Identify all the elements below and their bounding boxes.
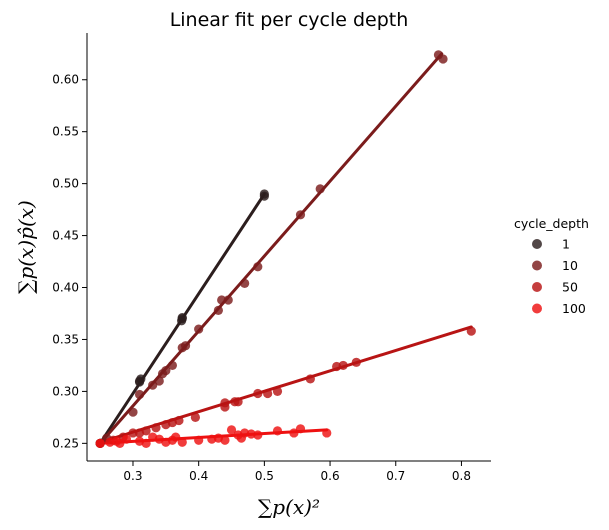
data-point-depth-1 [136,374,146,384]
y-tick-label: 0.50 [52,177,79,191]
data-point-depth-50 [233,397,243,407]
data-point-depth-100 [121,434,132,444]
data-point-depth-50 [263,388,273,399]
data-point-depth-10 [295,210,306,220]
x-tick-label: 0.4 [189,469,208,483]
x-tick-label: 0.6 [321,469,340,483]
data-point-depth-10 [167,360,177,371]
data-point-depth-100 [226,425,237,435]
data-point-depth-10 [223,295,233,305]
x-tick-label: 0.7 [386,469,405,483]
legend-marker-1 [532,239,542,249]
data-point-depth-100 [141,438,151,448]
y-tick-label: 0.25 [52,436,79,450]
data-point-depth-100 [253,430,263,440]
y-tick-label: 0.45 [52,229,79,243]
data-point-depth-10 [161,366,171,376]
legend-marker-50 [532,282,542,292]
data-point-depth-50 [151,423,161,433]
data-point-depth-10 [240,278,250,288]
legend-label-10: 10 [562,258,578,273]
data-point-depth-100 [322,428,332,438]
y-axis-label: ∑p(x)p̂(x) [14,200,38,294]
y-tick-label: 0.55 [52,125,79,139]
data-point-depth-50 [253,388,263,399]
data-points [95,50,476,448]
legend-label-50: 50 [562,280,578,295]
data-point-depth-10 [438,54,448,64]
data-point-depth-50 [338,360,348,371]
data-point-depth-50 [305,374,315,384]
data-point-depth-10 [217,295,227,305]
legend-marker-10 [532,260,542,271]
data-point-depth-50 [272,386,283,396]
data-point-depth-10 [194,324,204,334]
data-point-depth-100 [289,428,299,438]
data-point-depth-100 [95,438,105,448]
legend-label-1: 1 [562,237,570,252]
data-point-depth-10 [148,380,158,390]
data-point-depth-1 [259,191,269,201]
data-point-depth-50 [466,326,476,336]
data-point-depth-50 [220,398,230,408]
x-axis-label: ∑p(x)² [258,495,320,519]
y-tick-label: 0.60 [52,73,79,87]
x-tick-label: 0.3 [123,469,142,483]
data-point-depth-100 [115,438,125,448]
data-point-depth-10 [253,262,263,272]
chart-title: Linear fit per cycle depth [170,9,409,31]
data-point-depth-10 [154,376,164,386]
data-point-depth-50 [128,428,138,438]
y-tick-label: 0.40 [52,281,79,295]
data-point-depth-10 [213,305,223,315]
data-point-depth-100 [220,435,230,445]
data-point-depth-100 [194,435,204,445]
axes [86,33,491,462]
data-point-depth-100 [272,426,283,436]
data-point-depth-50 [351,357,361,367]
legend-label-100: 100 [562,301,586,316]
data-point-depth-50 [190,412,200,422]
x-tick-label: 0.5 [255,469,274,483]
x-tick-label: 0.8 [452,469,471,483]
legend-marker-100 [532,303,542,314]
data-point-depth-10 [134,389,145,400]
y-tick-label: 0.30 [52,384,79,398]
data-point-depth-1 [177,313,187,323]
data-point-depth-50 [174,415,184,426]
legend: cycle_depth 1 10 50 100 [514,216,589,316]
data-point-depth-50 [141,426,151,436]
data-point-depth-10 [315,184,325,194]
data-point-depth-100 [171,432,181,442]
data-point-depth-10 [180,341,191,351]
legend-title: cycle_depth [514,216,589,231]
y-tick-label: 0.35 [52,332,79,346]
x-ticks: 0.3 0.4 0.5 0.6 0.7 0.8 [123,461,471,483]
data-point-depth-100 [177,437,187,447]
data-point-depth-10 [128,407,138,417]
data-point-depth-100 [295,424,306,434]
y-ticks: 0.25 0.30 0.35 0.40 0.45 0.50 0.55 0.60 [52,73,87,450]
